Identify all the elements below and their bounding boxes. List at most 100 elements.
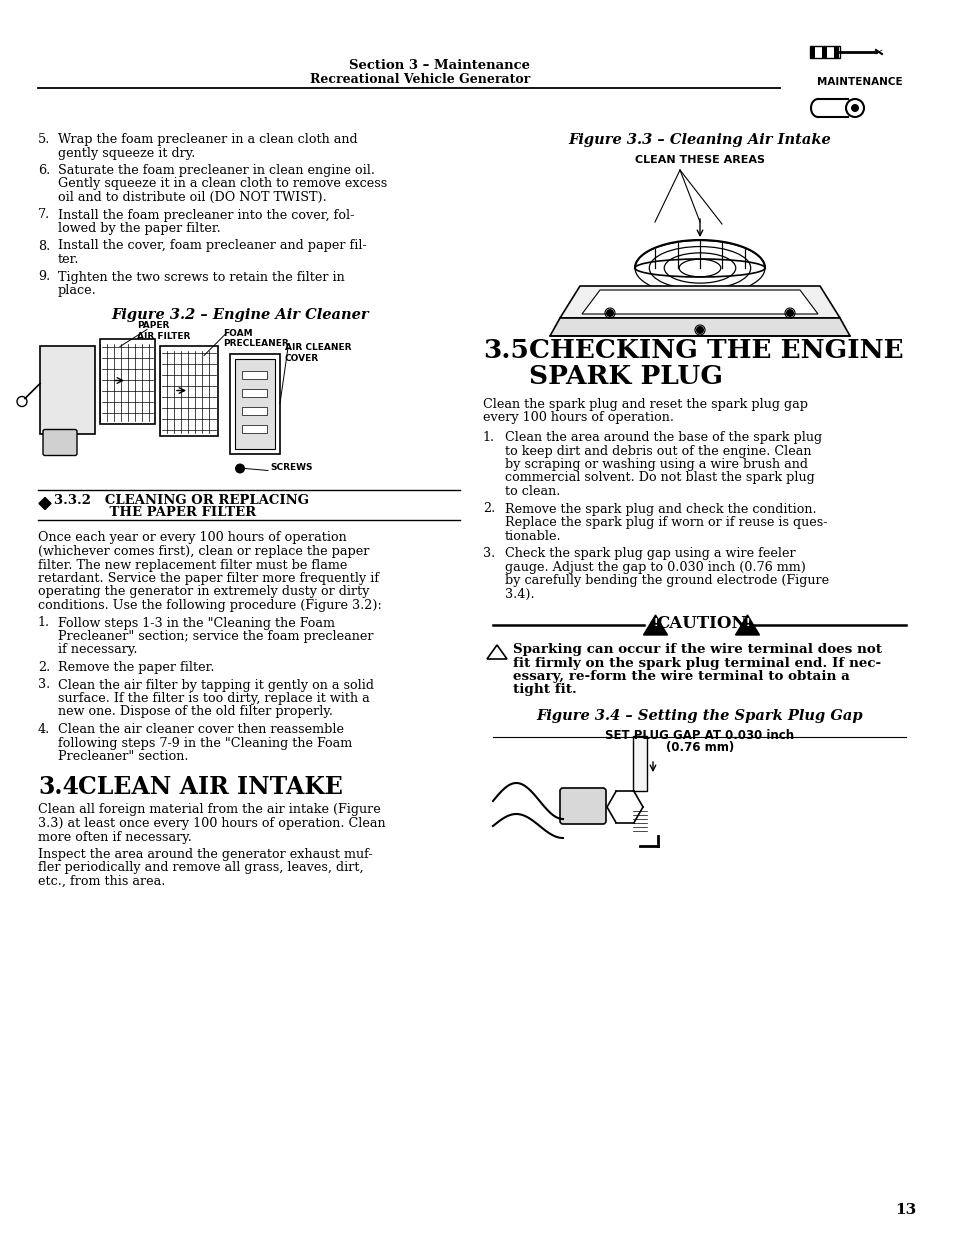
Text: Precleaner" section.: Precleaner" section. [58, 750, 189, 763]
Text: PAPER
AIR FILTER: PAPER AIR FILTER [137, 321, 191, 341]
Text: CAUTION: CAUTION [656, 615, 746, 632]
Circle shape [696, 326, 703, 333]
Text: Figure 3.2 – Engine Air Cleaner: Figure 3.2 – Engine Air Cleaner [112, 308, 369, 321]
Text: 8.: 8. [38, 240, 51, 252]
Text: 3.: 3. [38, 678, 51, 692]
Text: Figure 3.4 – Setting the Spark Plug Gap: Figure 3.4 – Setting the Spark Plug Gap [537, 709, 862, 722]
Text: !: ! [653, 618, 657, 629]
Bar [827, 46, 832, 58]
Text: to keep dirt and debris out of the engine. Clean: to keep dirt and debris out of the engin… [504, 445, 811, 457]
Text: 7.: 7. [38, 209, 51, 221]
Text: Saturate the foam precleaner in clean engine oil.: Saturate the foam precleaner in clean en… [58, 164, 375, 177]
Circle shape [605, 309, 614, 317]
Text: tight fit.: tight fit. [513, 683, 577, 697]
Text: 3.5: 3.5 [482, 338, 528, 363]
Text: Clean the area around the base of the spark plug: Clean the area around the base of the sp… [504, 431, 821, 445]
Text: THE PAPER FILTER: THE PAPER FILTER [54, 506, 255, 520]
Text: Section 3 – Maintenance: Section 3 – Maintenance [349, 59, 530, 72]
Text: SET PLUG GAP AT 0.030 inch: SET PLUG GAP AT 0.030 inch [605, 729, 794, 742]
Text: 13: 13 [894, 1203, 915, 1216]
Text: operating the generator in extremely dusty or dirty: operating the generator in extremely dus… [38, 585, 369, 599]
Bar [230, 353, 280, 453]
Text: 1.: 1. [482, 431, 495, 445]
Text: CLEAN AIR INTAKE: CLEAN AIR INTAKE [78, 776, 342, 799]
Text: Remove the spark plug and check the condition.: Remove the spark plug and check the cond… [504, 503, 816, 515]
Text: conditions. Use the following procedure (Figure 3.2):: conditions. Use the following procedure … [38, 599, 381, 613]
Text: 5.: 5. [38, 133, 51, 146]
Text: surface. If the filter is too dirty, replace it with a: surface. If the filter is too dirty, rep… [58, 692, 370, 705]
Bar [633, 736, 646, 790]
Text: Wrap the foam precleaner in a clean cloth and: Wrap the foam precleaner in a clean clot… [58, 133, 357, 146]
Text: 6.: 6. [38, 164, 51, 177]
Text: Install the cover, foam precleaner and paper fil-: Install the cover, foam precleaner and p… [58, 240, 366, 252]
Bar [821, 46, 826, 58]
Text: to clean.: to clean. [504, 485, 559, 498]
Text: Once each year or every 100 hours of operation: Once each year or every 100 hours of ope… [38, 531, 346, 545]
Bar [815, 46, 821, 58]
Text: lowed by the paper filter.: lowed by the paper filter. [58, 222, 220, 235]
Text: 3.3.2   CLEANING OR REPLACING: 3.3.2 CLEANING OR REPLACING [54, 494, 309, 506]
Text: Gently squeeze it in a clean cloth to remove excess: Gently squeeze it in a clean cloth to re… [58, 178, 387, 190]
Polygon shape [39, 498, 51, 510]
Text: every 100 hours of operation.: every 100 hours of operation. [482, 411, 673, 425]
Text: Recreational Vehicle Generator: Recreational Vehicle Generator [310, 73, 530, 86]
Circle shape [234, 463, 245, 473]
Text: Remove the paper filter.: Remove the paper filter. [58, 661, 214, 674]
Text: !: ! [744, 618, 749, 629]
Text: if necessary.: if necessary. [58, 643, 137, 657]
Text: Install the foam precleaner into the cover, fol-: Install the foam precleaner into the cov… [58, 209, 354, 221]
Text: CHECKING THE ENGINE: CHECKING THE ENGINE [529, 338, 902, 363]
Bar [242, 425, 267, 432]
Circle shape [785, 309, 793, 317]
Text: AIR CLEANER
COVER: AIR CLEANER COVER [285, 343, 351, 363]
Text: SPARK PLUG: SPARK PLUG [529, 364, 722, 389]
Bar [242, 389, 267, 396]
Text: ter.: ter. [58, 253, 79, 266]
Text: Inspect the area around the generator exhaust muf-: Inspect the area around the generator ex… [38, 848, 373, 861]
Text: 2.: 2. [38, 661, 51, 674]
Text: Clean the spark plug and reset the spark plug gap: Clean the spark plug and reset the spark… [482, 398, 807, 411]
Text: 2.: 2. [482, 503, 495, 515]
Bar [234, 358, 274, 448]
Text: Follow steps 1-3 in the "Cleaning the Foam: Follow steps 1-3 in the "Cleaning the Fo… [58, 616, 335, 630]
Text: essary, re-form the wire terminal to obtain a: essary, re-form the wire terminal to obt… [513, 671, 849, 683]
Text: 9.: 9. [38, 270, 51, 284]
Text: following steps 7-9 in the "Cleaning the Foam: following steps 7-9 in the "Cleaning the… [58, 736, 352, 750]
Text: 3.3) at least once every 100 hours of operation. Clean: 3.3) at least once every 100 hours of op… [38, 818, 385, 830]
Bar [809, 46, 814, 58]
Text: fler periodically and remove all grass, leaves, dirt,: fler periodically and remove all grass, … [38, 862, 363, 874]
Text: 3.4: 3.4 [38, 776, 79, 799]
Text: new one. Dispose of the old filter properly.: new one. Dispose of the old filter prope… [58, 705, 333, 719]
Text: by scraping or washing using a wire brush and: by scraping or washing using a wire brus… [504, 458, 807, 471]
Text: by carefully bending the ground electrode (Figure: by carefully bending the ground electrod… [504, 574, 828, 587]
Polygon shape [643, 615, 667, 635]
Text: filter. The new replacement filter must be flame: filter. The new replacement filter must … [38, 558, 347, 572]
Text: place.: place. [58, 284, 96, 296]
Text: fit firmly on the spark plug terminal end. If nec-: fit firmly on the spark plug terminal en… [513, 657, 881, 669]
Text: 1.: 1. [38, 616, 51, 630]
Text: gauge. Adjust the gap to 0.030 inch (0.76 mm): gauge. Adjust the gap to 0.030 inch (0.7… [504, 561, 805, 573]
Text: Replace the spark plug if worn or if reuse is ques-: Replace the spark plug if worn or if reu… [504, 516, 826, 529]
FancyBboxPatch shape [43, 430, 77, 456]
Bar [242, 406, 267, 415]
Text: FOAM
PRECLEANER: FOAM PRECLEANER [223, 329, 289, 348]
Text: tionable.: tionable. [504, 530, 561, 542]
Text: Figure 3.3 – Cleaning Air Intake: Figure 3.3 – Cleaning Air Intake [568, 133, 830, 147]
Text: (0.76 mm): (0.76 mm) [665, 741, 734, 755]
Text: commercial solvent. Do not blast the spark plug: commercial solvent. Do not blast the spa… [504, 472, 814, 484]
Text: Clean the air filter by tapping it gently on a solid: Clean the air filter by tapping it gentl… [58, 678, 374, 692]
Text: CLEAN THESE AREAS: CLEAN THESE AREAS [635, 156, 764, 165]
Text: Sparking can occur if the wire terminal does not: Sparking can occur if the wire terminal … [513, 643, 882, 656]
Text: retardant. Service the paper filter more frequently if: retardant. Service the paper filter more… [38, 572, 378, 585]
Bar [160, 346, 218, 436]
Polygon shape [559, 287, 840, 317]
Bar [809, 46, 840, 58]
Text: SCREWS: SCREWS [270, 462, 313, 472]
Text: MAINTENANCE: MAINTENANCE [817, 77, 902, 86]
Text: etc., from this area.: etc., from this area. [38, 876, 165, 888]
Text: gently squeeze it dry.: gently squeeze it dry. [58, 147, 195, 159]
Text: 3.: 3. [482, 547, 495, 559]
Text: 3.4).: 3.4). [504, 588, 534, 600]
Polygon shape [581, 290, 817, 314]
Bar [100, 338, 154, 424]
